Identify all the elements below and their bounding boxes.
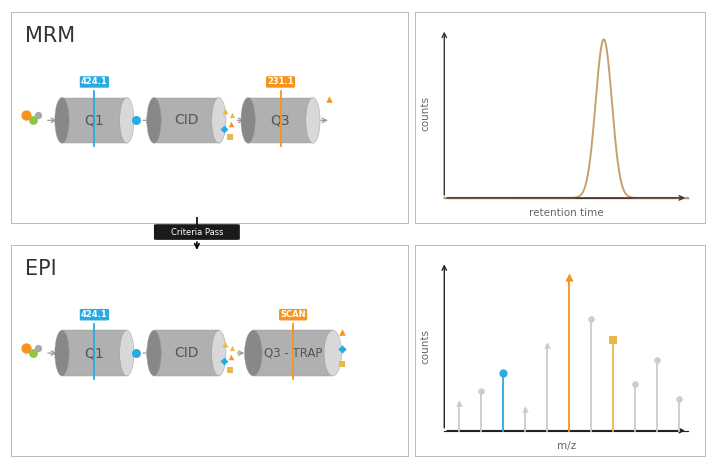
Ellipse shape [324,330,342,376]
Point [130,349,142,357]
FancyBboxPatch shape [154,330,219,376]
Ellipse shape [55,97,69,143]
Text: counts: counts [420,329,430,363]
Point [337,328,348,336]
Point [629,380,641,388]
Point [32,344,44,352]
Ellipse shape [245,330,262,376]
Point [541,341,553,349]
Point [324,95,335,103]
Text: m/z: m/z [556,441,576,451]
Point [224,366,236,373]
Text: MRM: MRM [25,26,75,46]
Ellipse shape [212,330,226,376]
Point [226,111,237,119]
Point [226,344,237,352]
Point [475,387,487,395]
FancyBboxPatch shape [248,97,313,143]
Point [563,274,575,281]
Point [225,353,236,361]
Text: SCAN: SCAN [280,310,306,319]
Ellipse shape [241,97,256,143]
Text: 424.1: 424.1 [81,310,108,319]
Ellipse shape [55,330,69,376]
Text: 231.1: 231.1 [267,77,294,86]
Point [225,121,236,128]
Text: Q3 - TRAP: Q3 - TRAP [264,347,322,360]
FancyBboxPatch shape [62,97,127,143]
Ellipse shape [212,97,226,143]
Text: Q3: Q3 [271,114,291,127]
Text: CID: CID [174,346,198,360]
Ellipse shape [147,330,161,376]
Text: Q1: Q1 [84,114,105,127]
FancyBboxPatch shape [62,330,127,376]
Point [218,358,230,365]
Point [32,111,44,119]
Point [224,133,236,141]
Point [337,361,348,368]
FancyBboxPatch shape [154,97,219,143]
Point [27,116,39,124]
Point [219,107,231,114]
Text: 424.1: 424.1 [81,77,108,86]
Text: Criteria Pass: Criteria Pass [170,228,223,237]
FancyBboxPatch shape [154,224,240,240]
Point [218,125,230,133]
FancyBboxPatch shape [253,330,333,376]
Point [130,116,142,124]
Ellipse shape [306,97,320,143]
Point [20,111,32,119]
Point [27,349,39,357]
Point [20,344,32,352]
Text: CID: CID [174,114,198,127]
Point [453,399,465,407]
Text: EPI: EPI [25,258,57,278]
Point [337,345,348,352]
Point [219,340,231,347]
Ellipse shape [120,97,134,143]
Text: retention time: retention time [528,208,604,218]
Point [674,396,685,403]
Point [497,369,508,377]
Ellipse shape [147,97,161,143]
Point [607,336,619,344]
Ellipse shape [120,330,134,376]
Point [585,315,596,323]
Text: Q1: Q1 [84,346,105,360]
Point [652,356,663,363]
Text: counts: counts [420,96,430,131]
Point [519,405,531,413]
